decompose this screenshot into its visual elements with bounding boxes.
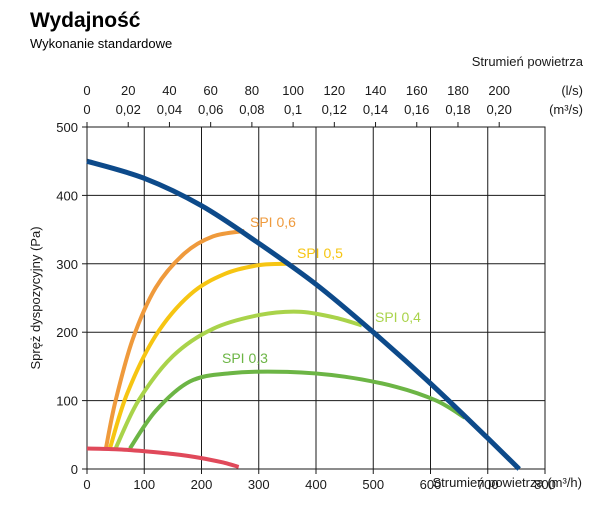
series-line-spi-0-5 xyxy=(107,261,288,450)
series-layer xyxy=(86,158,521,471)
x-tick-label: 300 xyxy=(248,477,270,492)
top-tick-label-ls: 100 xyxy=(282,83,304,98)
series-label-spi-0-4: SPI 0,4 xyxy=(375,309,421,325)
chart-title: Wydajność xyxy=(30,9,141,32)
top-tick-label-m3s: 0,20 xyxy=(487,102,512,117)
top-tick-label-ls: 80 xyxy=(245,83,259,98)
top-tick-label-m3s: 0 xyxy=(83,102,90,117)
x-tick-label: 700 xyxy=(477,477,499,492)
top-tick-label-m3s: 0,14 xyxy=(363,102,388,117)
top-tick-label-m3s: 0,1 xyxy=(284,102,302,117)
top-tick-label-ls: 20 xyxy=(121,83,135,98)
x-tick-label: 600 xyxy=(420,477,442,492)
chart-subtitle: Wykonanie standardowe xyxy=(30,36,172,51)
top-tick-label-m3s: 0,08 xyxy=(239,102,264,117)
series-label-spi-0-5: SPI 0,5 xyxy=(297,245,343,261)
series-line-krzywa-instalacji xyxy=(86,446,240,469)
top-axis-label: Strumień powietrza xyxy=(472,54,584,69)
x-tick-label: 400 xyxy=(305,477,327,492)
top-tick-label-ls: 140 xyxy=(365,83,387,98)
x-tick-label: 0 xyxy=(83,477,90,492)
y-tick-label: 200 xyxy=(56,325,78,340)
series-line-spi-0-3 xyxy=(128,369,466,450)
y-axis-label: Spręż dyspozycyjny (Pa) xyxy=(28,226,43,369)
x-tick-label: 100 xyxy=(133,477,155,492)
top-tick-label-m3s: 0,06 xyxy=(198,102,223,117)
x-tick-label: 800 xyxy=(534,477,556,492)
x-tick-label: 500 xyxy=(362,477,384,492)
y-axis: 0 100 200 300 400 500 xyxy=(56,120,87,477)
top-tick-label-m3s: 0,12 xyxy=(322,102,347,117)
top-tick-label-ls: 120 xyxy=(323,83,345,98)
grid xyxy=(86,126,546,470)
y-tick-label: 400 xyxy=(56,188,78,203)
y-tick-label: 500 xyxy=(56,120,78,135)
top-tick-label-m3s: 0,02 xyxy=(116,102,141,117)
x-axis-label: Strumień powietrza (m³/h) xyxy=(432,475,582,490)
top-tick-label-m3s: 0,18 xyxy=(445,102,470,117)
top-tick-label-ls: 180 xyxy=(447,83,469,98)
y-tick-label: 300 xyxy=(56,257,78,272)
series-label-spi-0-3: SPI 0,3 xyxy=(222,350,268,366)
series-line-spi-0-6 xyxy=(103,229,245,449)
x-tick-label: 200 xyxy=(191,477,213,492)
y-tick-label: 100 xyxy=(56,394,78,409)
series-line-spi-0-4 xyxy=(113,309,363,450)
series-line-charakterystyka-wentylatora xyxy=(86,158,521,471)
top-tick-label-ls: 40 xyxy=(162,83,176,98)
top-axis-m3s-unit: (m³/s) xyxy=(549,102,583,117)
series-label-spi-0-6: SPI 0,6 xyxy=(250,214,296,230)
top-tick-label-ls: 160 xyxy=(406,83,428,98)
y-tick-label: 0 xyxy=(71,462,78,477)
top-tick-label-m3s: 0,16 xyxy=(404,102,429,117)
top-tick-label-ls: 200 xyxy=(488,83,510,98)
top-tick-label-ls: 60 xyxy=(203,83,217,98)
top-tick-label-ls: 0 xyxy=(83,83,90,98)
top-axis: 0 0 20 0,02 40 0,04 60 0,06 80 0,08 100 0,1 120 0,12 1… xyxy=(83,83,512,127)
x-axis: 0 100 200 300 400 500 600 700 800 xyxy=(83,469,556,492)
top-tick-label-m3s: 0,04 xyxy=(157,102,182,117)
top-axis-ls-unit: (l/s) xyxy=(561,83,583,98)
